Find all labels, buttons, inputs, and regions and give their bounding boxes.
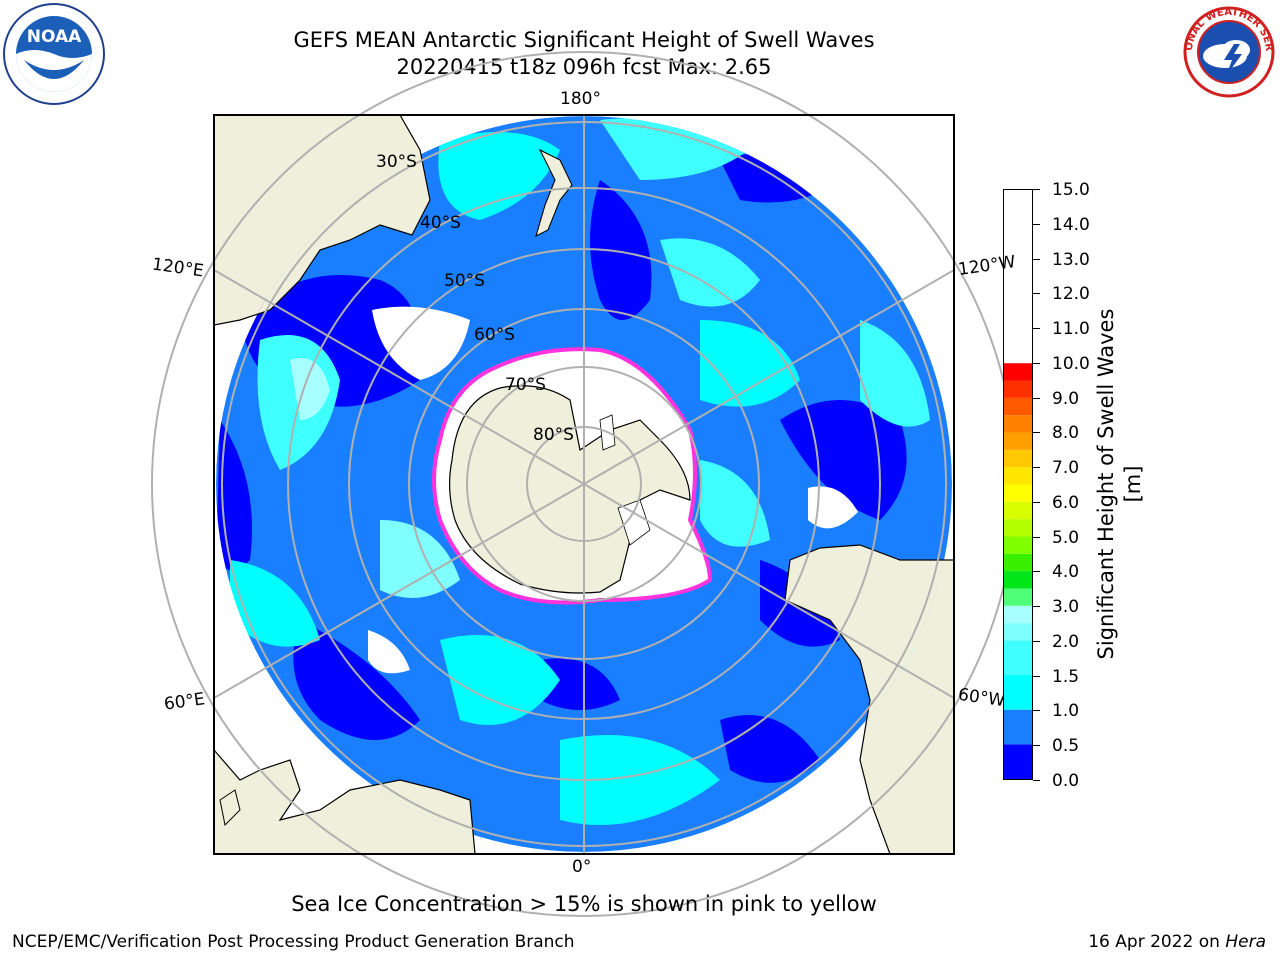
- colorbar-tick: 14.0: [1033, 215, 1093, 235]
- colorbar-tick-label: 11.0: [1052, 319, 1090, 340]
- colorbar-swatch: [1004, 363, 1032, 381]
- colorbar-swatch: [1004, 432, 1032, 450]
- colorbar-tick: 4.0: [1033, 562, 1093, 582]
- colorbar-tick-label: 0.5: [1052, 736, 1080, 757]
- colorbar-tick-label: 8.0: [1052, 423, 1080, 444]
- noaa-logo-text: NOAA: [27, 27, 82, 47]
- lat-label-70s: 70°S: [505, 375, 546, 395]
- colorbar-tick: 13.0: [1033, 250, 1093, 270]
- colorbar-tick: 6.0: [1033, 493, 1093, 513]
- date-stamp: 16 Apr 2022 on Hera: [1088, 932, 1266, 952]
- system-name: Hera: [1225, 932, 1266, 952]
- lat-label-80s: 80°S: [533, 425, 574, 445]
- colorbar-tick-label: 2.0: [1052, 631, 1080, 652]
- colorbar-tick-mark: [1033, 571, 1040, 573]
- antarctica-land: [449, 385, 691, 594]
- credit-text: NCEP/EMC/Verification Post Processing Pr…: [12, 932, 575, 952]
- colorbar-tick-label: 9.0: [1052, 388, 1080, 409]
- colorbar-swatch: [1004, 640, 1032, 676]
- colorbar-tick-label: 14.0: [1052, 214, 1090, 235]
- colorbar-tick: 1.5: [1033, 667, 1093, 687]
- africa-land: [214, 749, 476, 854]
- colorbar-tick: 12.0: [1033, 284, 1093, 304]
- colorbar-tick-mark: [1033, 536, 1040, 538]
- lat-label-30s: 30°S: [376, 152, 417, 172]
- map-subtitle: 20220415 t18z 096h fcst Max: 2.65: [396, 55, 772, 79]
- colorbar-tick-label: 7.0: [1052, 458, 1080, 479]
- colorbar-tick-label: 5.0: [1052, 527, 1080, 548]
- colorbar-swatch: [1004, 501, 1032, 520]
- colorbar-tick-mark: [1033, 397, 1040, 399]
- colorbar-tick: 3.0: [1033, 597, 1093, 617]
- date-text: 16 Apr 2022 on: [1088, 932, 1226, 952]
- new-zealand-land: [535, 148, 573, 238]
- colorbar-swatch: [1004, 519, 1032, 537]
- colorbar-swatch: [1004, 380, 1032, 398]
- colorbar-swatch: [1004, 397, 1032, 416]
- colorbar-tick-label: 13.0: [1052, 249, 1090, 270]
- colorbar-tick: 11.0: [1033, 319, 1093, 339]
- map-title: GEFS MEAN Antarctic Significant Height o…: [293, 28, 875, 52]
- colorbar-tick-mark: [1033, 675, 1040, 677]
- colorbar-label: Significant Height of Swell Waves [m]: [1094, 308, 1145, 660]
- colorbar-tick: 0.5: [1033, 736, 1093, 756]
- colorbar-tick-mark: [1033, 258, 1040, 260]
- colorbar-swatch: [1004, 675, 1032, 710]
- colorbar-tick-mark: [1033, 189, 1040, 190]
- colorbar-tick-mark: [1033, 328, 1040, 330]
- colorbar-tick: 8.0: [1033, 423, 1093, 443]
- colorbar-swatch: [1004, 588, 1032, 606]
- colorbar-tick-mark: [1033, 606, 1040, 608]
- lat-label-50s: 50°S: [444, 271, 485, 291]
- colorbar-tick: 0.0: [1033, 771, 1093, 791]
- colorbar-tick-label: 3.0: [1052, 597, 1080, 618]
- colorbar-tick-label: 10.0: [1052, 353, 1090, 374]
- colorbar-tick-mark: [1033, 362, 1040, 364]
- colorbar-tick: 7.0: [1033, 458, 1093, 478]
- colorbar-tick-label: 6.0: [1052, 492, 1080, 513]
- colorbar-tick-label: 0.0: [1052, 771, 1080, 791]
- colorbar-tick-mark: [1033, 223, 1040, 225]
- colorbar-swatch: [1004, 553, 1032, 572]
- madagascar-land: [219, 789, 241, 827]
- colorbar-swatch: [1004, 571, 1032, 589]
- lat-label-40s: 40°S: [420, 213, 461, 233]
- colorbar-swatch: [1004, 484, 1032, 502]
- colorbar-tick: 10.0: [1033, 354, 1093, 374]
- colorbar-tick: 2.0: [1033, 632, 1093, 652]
- colorbar-tick-mark: [1033, 432, 1040, 434]
- nws-logo: NATIONAL WEATHER SERVICE: [1178, 4, 1275, 98]
- colorbar-swatch: [1004, 709, 1032, 745]
- colorbar-swatch: [1004, 744, 1032, 779]
- colorbar-swatch: [1004, 467, 1032, 485]
- colorbar-tick-label: 12.0: [1052, 284, 1090, 305]
- colorbar-tick-label: 1.0: [1052, 701, 1080, 722]
- colorbar-tick-mark: [1033, 293, 1040, 295]
- colorbar-tick-mark: [1033, 501, 1040, 503]
- lat-label-60s: 60°S: [474, 325, 515, 345]
- sea-ice-note: Sea Ice Concentration > 15% is shown in …: [291, 892, 877, 916]
- colorbar-tick-label: 15.0: [1052, 180, 1090, 200]
- colorbar-tick: 1.0: [1033, 701, 1093, 721]
- colorbar-swatch: [1004, 449, 1032, 468]
- lon-label-180: 180°: [560, 89, 601, 109]
- colorbar: [1003, 189, 1033, 780]
- colorbar-tick: 5.0: [1033, 528, 1093, 548]
- lon-label-0: 0°: [572, 857, 592, 877]
- colorbar-tick: 15.0: [1033, 180, 1093, 200]
- colorbar-swatch: [1004, 415, 1032, 433]
- colorbar-tick-mark: [1033, 640, 1040, 642]
- colorbar-tick-mark: [1033, 780, 1040, 781]
- colorbar-tick: 9.0: [1033, 389, 1093, 409]
- colorbar-swatch: [1004, 605, 1032, 624]
- colorbar-tick-mark: [1033, 710, 1040, 712]
- colorbar-swatch: [1004, 536, 1032, 554]
- colorbar-tick-label: 1.5: [1052, 666, 1080, 687]
- colorbar-swatch: [1004, 623, 1032, 641]
- colorbar-tick-label: 4.0: [1052, 562, 1080, 583]
- colorbar-tick-mark: [1033, 467, 1040, 469]
- colorbar-tick-mark: [1033, 745, 1040, 747]
- noaa-logo: NOAA: [3, 3, 105, 105]
